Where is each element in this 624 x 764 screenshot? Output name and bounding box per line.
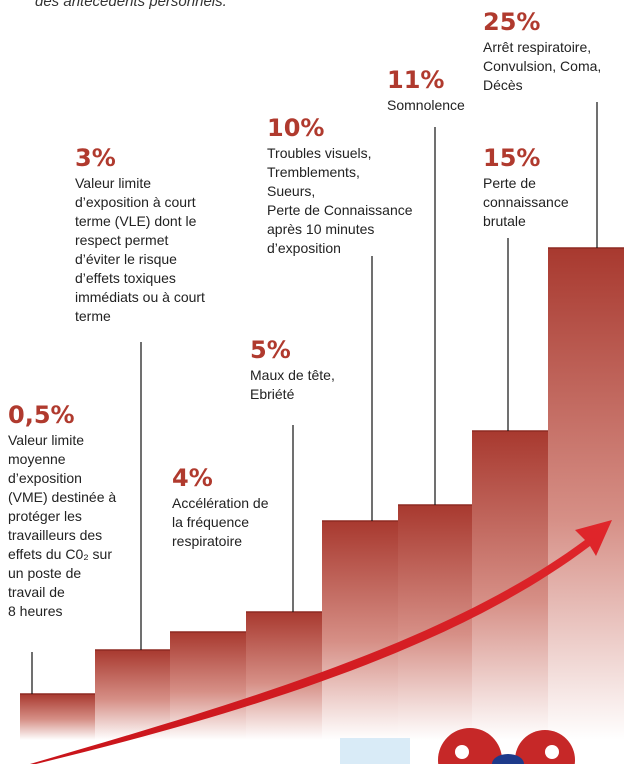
step-bar xyxy=(322,521,398,740)
caption: des antécédents personnels. xyxy=(35,0,227,10)
description-line: moyenne xyxy=(8,451,66,467)
description-line: Valeur limite xyxy=(75,175,151,191)
description-line: d’effets toxiques xyxy=(75,270,176,286)
description-line: Arrêt respiratoire, xyxy=(483,39,591,55)
description-line: respect permet xyxy=(75,232,168,248)
description-line: Troubles visuels, xyxy=(267,145,372,161)
level-label: 3% xyxy=(75,144,116,172)
description-line: Convulsion, Coma, xyxy=(483,58,601,74)
step-bar xyxy=(548,248,624,740)
description-line: Perte de xyxy=(483,175,536,191)
description-line: (VME) destinée à xyxy=(8,489,116,505)
step-bar xyxy=(472,431,548,740)
description-line: Perte de Connaissance xyxy=(267,202,413,218)
description-line: un poste de xyxy=(8,565,81,581)
description-line: Maux de tête, xyxy=(250,367,335,383)
description-line: après 10 minutes xyxy=(267,221,374,237)
level-label: 4% xyxy=(172,464,213,492)
step-bar xyxy=(95,650,170,740)
description-line: d’exposition xyxy=(8,470,82,486)
description-line: Somnolence xyxy=(387,97,465,113)
level-label: 5% xyxy=(250,336,291,364)
description-line: la fréquence xyxy=(172,514,249,530)
level-label: 0,5% xyxy=(8,401,75,429)
mascot xyxy=(340,728,575,764)
labels: 0,5% Valeur limite moyenne d’exposition (VME… xyxy=(8,8,601,694)
description-line: Ebriété xyxy=(250,386,295,402)
description-line: travail de xyxy=(8,584,65,600)
steps xyxy=(20,247,624,740)
description-line: protéger les xyxy=(8,508,82,524)
description-line: Accélération de xyxy=(172,495,269,511)
description-line: Décès xyxy=(483,77,523,93)
description-line: effets du C0₂ sur xyxy=(8,546,112,562)
description-line: brutale xyxy=(483,213,526,229)
description-line: travailleurs des xyxy=(8,527,102,543)
description-line: terme (VLE) dont le xyxy=(75,213,197,229)
step-bar xyxy=(246,612,322,740)
description-line: d’éviter le risque xyxy=(75,251,177,267)
level-label: 10% xyxy=(267,114,324,142)
description-line: Valeur limite xyxy=(8,432,84,448)
description-line: d’exposition à court xyxy=(75,194,196,210)
description-line: d’exposition xyxy=(267,240,341,256)
description-line: 8 heures xyxy=(8,603,62,619)
description-line: connaissance xyxy=(483,194,569,210)
description-line: terme xyxy=(75,308,111,324)
level-label: 15% xyxy=(483,144,540,172)
description-line: Sueurs, xyxy=(267,183,315,199)
description-line: immédiats ou à court xyxy=(75,289,205,305)
description-line: Tremblements, xyxy=(267,164,360,180)
description-line: respiratoire xyxy=(172,533,242,549)
level-label: 11% xyxy=(387,66,444,94)
step-bar xyxy=(20,694,95,740)
level-label: 25% xyxy=(483,8,540,36)
